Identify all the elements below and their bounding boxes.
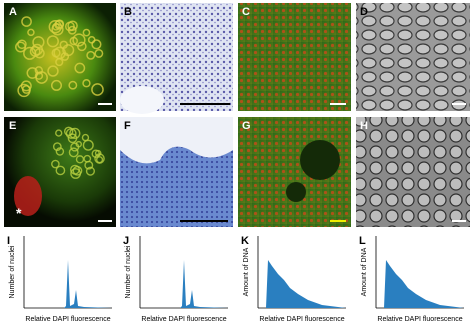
cyst (84, 160, 94, 170)
image-b-void (120, 86, 164, 114)
cyst (47, 65, 59, 77)
panel-label: J (123, 235, 129, 247)
texture (15, 16, 104, 98)
cyst (70, 168, 82, 179)
image-h (356, 117, 470, 227)
cyst (52, 142, 62, 151)
y-axis-label: Amount of DNA (361, 247, 368, 296)
cyst (64, 21, 75, 32)
cyst (27, 28, 35, 37)
image-f-void (120, 117, 233, 164)
panel-label: F (124, 120, 131, 132)
cyst (31, 43, 44, 56)
panel-label: A (9, 6, 17, 18)
panel-label: E (9, 120, 16, 132)
x-axis-label: Relative DAPI fluorescence (259, 316, 344, 323)
cyst (21, 16, 32, 27)
cyst (21, 85, 31, 94)
cyst (91, 39, 102, 50)
panel-label: C (242, 6, 250, 18)
image-d (356, 3, 470, 111)
cyst (23, 46, 37, 60)
histogram-area (24, 260, 112, 308)
cyst (82, 79, 91, 88)
cyst (81, 133, 90, 142)
cyst (46, 35, 59, 48)
cyst (72, 33, 86, 47)
cyst (85, 166, 95, 176)
cyst (51, 23, 64, 36)
image-e-red (14, 176, 42, 216)
y-axis-label: Amount of DNA (243, 247, 250, 296)
image-g-dark (300, 140, 340, 180)
panel-label: I (7, 235, 10, 247)
cyst (68, 147, 79, 158)
panel-label: D (360, 6, 368, 18)
panel-label: K (241, 235, 249, 247)
cyst (55, 129, 63, 137)
cyst (67, 133, 78, 144)
cyst (94, 149, 102, 157)
cyst (53, 46, 66, 60)
cyst (82, 139, 94, 151)
cyst (51, 159, 60, 169)
cyst (74, 62, 86, 74)
cyst (50, 79, 63, 91)
cyst (26, 67, 39, 79)
cyst (51, 48, 61, 58)
cyst (55, 165, 66, 176)
cyst (34, 66, 44, 75)
panel-label: B (124, 6, 132, 18)
cyst (95, 156, 104, 164)
cyst (86, 50, 96, 60)
cyst (68, 80, 78, 90)
cyst (69, 164, 80, 175)
histogram-area (376, 260, 464, 308)
asterisk: * (16, 205, 22, 221)
cyst (20, 80, 32, 92)
cyst (82, 28, 91, 37)
panel-label: L (359, 235, 366, 247)
x-axis-label: Relative DAPI fluorescence (141, 316, 226, 323)
texture (51, 126, 105, 179)
histogram-area (258, 260, 346, 308)
cyst (15, 41, 27, 53)
x-axis-label: Relative DAPI fluorescence (377, 316, 462, 323)
panel-label: H (360, 120, 368, 132)
y-axis-label: Number of nuclei (9, 245, 16, 298)
cyst (91, 83, 104, 96)
panel-label: G (242, 120, 251, 132)
cyst (32, 36, 45, 49)
cyst (62, 44, 75, 57)
cyst (69, 127, 81, 140)
cyst (87, 36, 96, 44)
cyst (94, 48, 104, 58)
image-c (238, 3, 351, 111)
x-axis-label: Relative DAPI fluorescence (25, 316, 110, 323)
image-g-dark (286, 182, 306, 202)
cyst (54, 19, 64, 30)
cyst (75, 140, 83, 148)
histogram-area (140, 260, 228, 308)
cyst (75, 155, 85, 164)
cyst (17, 39, 27, 50)
y-axis-label: Number of nuclei (125, 245, 132, 298)
scale-bars (98, 103, 466, 222)
cyst (55, 147, 65, 156)
